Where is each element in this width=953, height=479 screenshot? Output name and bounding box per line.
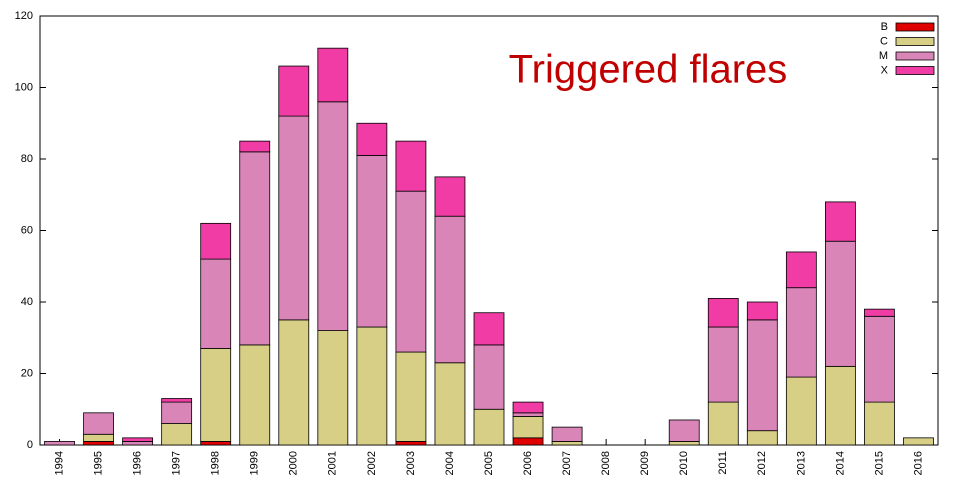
bar-segment [746,430,778,446]
x-tick-label: 2003 [405,451,417,475]
bar-segment [824,240,856,367]
bar-segment [356,155,388,328]
bar-segment [395,441,427,446]
legend-label: B [881,21,888,33]
bar-segment [122,441,154,446]
y-tick-label: 120 [15,10,33,22]
bar-segment [746,319,778,432]
x-tick-label: 2002 [366,451,378,475]
bar-segment [512,415,544,439]
y-tick-label: 100 [15,81,33,93]
y-tick-label: 0 [27,439,33,451]
y-tick-label: 20 [21,367,33,379]
bar-segment [864,401,895,446]
bar-segment [356,122,388,156]
bar-segment [434,215,466,364]
bar-segment [473,344,505,410]
bar-segment [83,412,114,435]
x-tick-label: 2016 [912,451,924,475]
bar-segment [668,441,700,446]
bar-segment [668,419,700,442]
x-tick-label: 1998 [210,451,222,475]
bar-segment [395,140,427,192]
y-tick-label: 80 [21,153,33,165]
y-tick-label: 60 [21,224,33,236]
x-tick-label: 1999 [249,451,261,475]
bar-segment [707,298,739,328]
x-tick-label: 1996 [132,451,144,475]
bar-segment [551,441,583,446]
x-tick-label: 2007 [561,451,573,475]
bar-segment [785,287,817,378]
x-tick-label: 2004 [444,451,456,475]
x-tick-label: 2008 [600,451,612,475]
y-tick-label: 40 [21,296,33,308]
annotation: Triggered flares [509,48,788,92]
legend-swatch [895,51,935,61]
bar-segment [512,437,544,446]
legend-swatch [895,66,935,75]
bar-segment [278,319,310,446]
bar-segment [434,362,466,446]
bar-segment [44,441,75,446]
bar-segment [278,65,310,117]
x-tick-label: 2015 [873,451,885,475]
bar-segment [200,441,232,446]
bar-segment [278,115,310,321]
bar-segment [122,437,154,442]
bar-segment [317,101,349,332]
bar-segment [317,47,349,103]
legend-label: X [881,64,889,76]
legend-swatch [895,22,935,32]
bar-segment [161,398,193,403]
legend-swatch [895,37,935,46]
bar-segment [473,408,505,446]
x-tick-label: 2005 [483,451,495,475]
bar-segment [434,176,466,217]
x-tick-label: 2013 [795,451,807,475]
bar-segment [473,312,505,346]
bar-segment [161,423,193,446]
x-tick-label: 2006 [522,451,534,475]
x-tick-label: 2012 [756,451,768,475]
bar-segment [395,190,427,353]
bar-segment [239,140,271,153]
bar-segment [824,201,856,242]
x-tick-label: 2001 [327,451,339,475]
x-tick-label: 2010 [678,451,690,475]
bar-segment [239,344,271,446]
bar-segment [200,258,232,349]
legend-label: M [879,50,888,62]
bar-segment [356,326,388,446]
bar-segment [200,222,232,260]
x-tick-label: 1994 [53,451,65,475]
x-tick-label: 2000 [288,451,300,475]
bar-segment [200,348,232,442]
bar-segment [512,412,544,417]
bar-segment [864,308,895,317]
x-tick-label: 1997 [171,451,183,475]
bar-segment [161,401,193,424]
bar-segment [707,326,739,403]
bar-segment [707,401,739,446]
bar-segment [83,433,114,442]
bar-segment [551,426,583,442]
legend-label: C [880,35,888,47]
bar-segment [512,401,544,414]
bar-segment [903,437,934,446]
x-tick-label: 1995 [92,451,104,475]
bar-segment [746,301,778,321]
x-tick-label: 2014 [834,451,846,475]
bar-segment [317,330,349,446]
bar-segment [785,251,817,289]
bar-segment [395,351,427,442]
bar-segment [83,441,114,446]
bar-segment [864,315,895,403]
bar-segment [785,376,817,446]
x-tick-label: 2009 [639,451,651,475]
x-tick-label: 2011 [717,451,729,475]
bar-segment [239,151,271,346]
bar-segment [824,365,856,446]
